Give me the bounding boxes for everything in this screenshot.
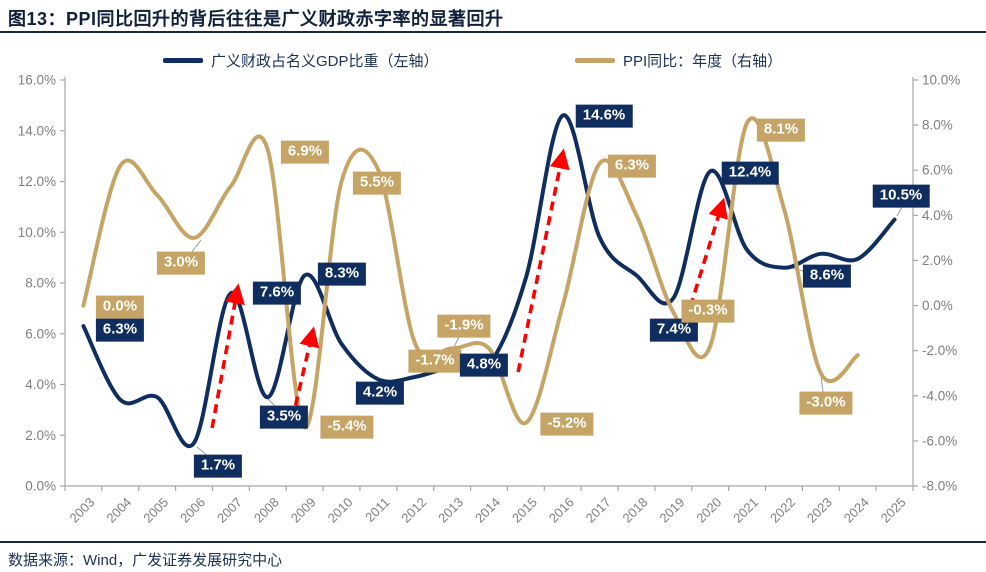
value-label-deficit-2016: 14.6%: [575, 104, 633, 128]
x-axis-tick-label: 2003: [66, 495, 97, 526]
value-label-ppi-2006: 3.0%: [156, 251, 206, 275]
legend-item-ppi: PPI同比：年度（右轴）: [575, 50, 782, 71]
x-axis-tick-label: 2009: [288, 495, 319, 526]
leader-line: [190, 239, 202, 254]
value-label-ppi-2003: 0.0%: [95, 295, 145, 319]
legend-swatch-tan: [575, 58, 615, 63]
x-axis-tick-label: 2025: [878, 495, 909, 526]
value-label-ppi-2013: -1.9%: [437, 314, 491, 338]
value-label-ppi-2017: 6.3%: [607, 154, 657, 178]
value-label-deficit-2007: 7.6%: [252, 281, 302, 305]
title-divider: [0, 31, 986, 33]
value-label-ppi-2010: 5.5%: [352, 171, 402, 195]
x-axis-tick-label: 2004: [103, 495, 134, 526]
legend-swatch-navy: [163, 58, 203, 63]
rise-arrow: [210, 283, 245, 429]
x-axis-tick-label: 2021: [730, 495, 761, 526]
y-axis-left-tick-label: 12.0%: [18, 174, 56, 189]
x-axis-tick-label: 2010: [325, 495, 356, 526]
rise-arrow: [516, 148, 570, 373]
x-axis-tick-label: 2022: [767, 495, 798, 526]
value-label-deficit-2022: 8.6%: [802, 264, 852, 288]
value-label-ppi-2021: 8.1%: [756, 118, 806, 142]
y-axis-left-tick-label: 14.0%: [18, 123, 56, 138]
x-axis-tick-label: 2018: [620, 495, 651, 526]
legend-item-deficit: 广义财政占名义GDP比重（左轴）: [163, 50, 439, 71]
rise-arrow: [290, 326, 320, 421]
y-axis-left-tick-label: 8.0%: [25, 276, 56, 291]
value-label-ppi-2023: -3.0%: [799, 391, 853, 415]
y-axis-right-tick-label: 0.0%: [922, 298, 953, 313]
value-label-deficit-2014: 4.8%: [459, 353, 509, 377]
page-title: 图13：PPI同比回升的背后往往是广义财政赤字率的显著回升: [8, 9, 504, 29]
series-line-ppi: [81, 116, 860, 430]
value-label-ppi-2019: -0.3%: [681, 299, 735, 323]
x-axis-tick-label: 2012: [398, 495, 429, 526]
value-label-deficit-2009: 8.3%: [317, 262, 367, 286]
y-axis-right-tick-label: -2.0%: [922, 343, 957, 358]
legend-label: PPI同比：年度（右轴）: [623, 53, 783, 70]
value-label-deficit-2006: 1.7%: [193, 454, 243, 478]
x-axis-tick-label: 2023: [804, 495, 835, 526]
value-label-deficit-2020: 12.4%: [721, 161, 779, 185]
x-axis-tick-label: 2024: [841, 495, 872, 526]
value-label-ppi-2015: -5.2%: [540, 412, 594, 436]
axes: [60, 77, 918, 491]
value-label-deficit-2008: 3.5%: [259, 405, 309, 429]
y-axis-right-tick-label: 8.0%: [922, 118, 953, 133]
y-axis-right-tick-label: 4.0%: [922, 208, 953, 223]
x-axis-tick-label: 2017: [583, 495, 614, 526]
y-axis-left-tick-label: 10.0%: [18, 225, 56, 240]
x-axis-tick-label: 2008: [251, 495, 282, 526]
y-axis-left-tick-label: 4.0%: [25, 377, 56, 392]
footer-divider: [0, 541, 986, 543]
value-label-deficit-2019: 7.4%: [649, 318, 699, 342]
leader-line: [820, 375, 824, 393]
legend-label: 广义财政占名义GDP比重（左轴）: [211, 53, 439, 70]
y-axis-right-tick-label: -8.0%: [922, 479, 957, 494]
x-axis-tick-label: 2016: [546, 495, 577, 526]
y-axis-right-tick-label: -4.0%: [922, 388, 957, 403]
x-axis-tick-label: 2019: [656, 495, 687, 526]
y-axis-right-tick-label: -6.0%: [922, 433, 957, 448]
value-label-ppi-2012: -1.7%: [408, 349, 462, 373]
y-axis-left-tick-label: 2.0%: [25, 428, 56, 443]
y-axis-right-tick-label: 10.0%: [922, 73, 960, 88]
value-label-deficit-2011: 4.2%: [355, 381, 405, 405]
x-axis-tick-label: 2013: [435, 495, 466, 526]
value-label-deficit-2025: 10.5%: [872, 184, 930, 208]
value-label-deficit-2003: 6.3%: [95, 318, 145, 342]
y-axis-left-tick-label: 0.0%: [25, 479, 56, 494]
y-axis-left-tick-label: 16.0%: [18, 73, 56, 88]
x-axis-tick-label: 2015: [509, 495, 540, 526]
y-axis-right-tick-label: 6.0%: [922, 163, 953, 178]
x-axis-tick-label: 2005: [140, 495, 171, 526]
x-axis-tick-label: 2006: [177, 495, 208, 526]
x-axis-tick-label: 2011: [362, 495, 392, 525]
value-label-ppi-2008: 6.9%: [280, 140, 330, 164]
data-source-note: 数据来源：Wind，广发证券发展研究中心: [8, 552, 283, 569]
x-axis-tick-label: 2020: [693, 495, 724, 526]
y-axis-left-tick-label: 6.0%: [25, 326, 56, 341]
leader-line: [896, 206, 903, 217]
value-label-ppi-2009: -5.4%: [320, 415, 374, 439]
y-axis-right-tick-label: 2.0%: [922, 253, 953, 268]
x-axis-tick-label: 2014: [472, 495, 503, 526]
x-axis-tick-label: 2007: [214, 495, 245, 526]
